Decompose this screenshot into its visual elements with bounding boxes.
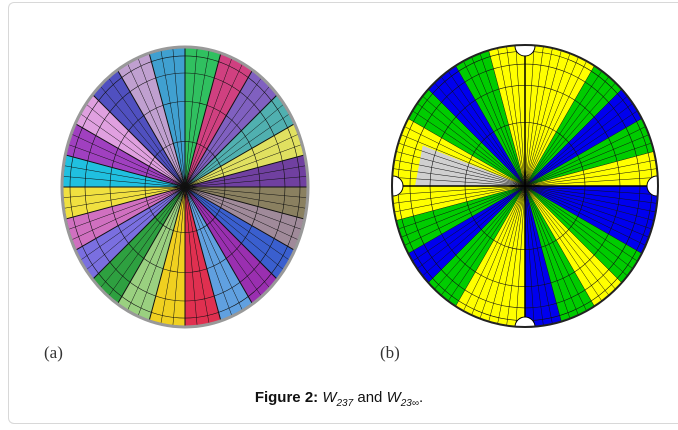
caption-symbol: W xyxy=(322,389,336,406)
caption-text: and xyxy=(357,389,382,406)
tiling-b xyxy=(325,0,678,386)
figure-art xyxy=(0,0,678,430)
caption-prefix: Figure 2: xyxy=(255,389,318,406)
caption: Figure 2: W237 and W23∞. xyxy=(0,389,678,409)
panel-label: (b) xyxy=(380,343,400,363)
tiling-a xyxy=(0,0,385,387)
caption-symbol: W xyxy=(387,389,401,406)
page: (a) (b) Figure 2: W237 and W23∞. (() => … xyxy=(0,0,678,430)
caption-text: . xyxy=(419,389,423,406)
caption-subscript: 237 xyxy=(337,398,354,409)
panel-label: (a) xyxy=(44,343,63,363)
caption-subscript: 23∞ xyxy=(401,398,419,409)
